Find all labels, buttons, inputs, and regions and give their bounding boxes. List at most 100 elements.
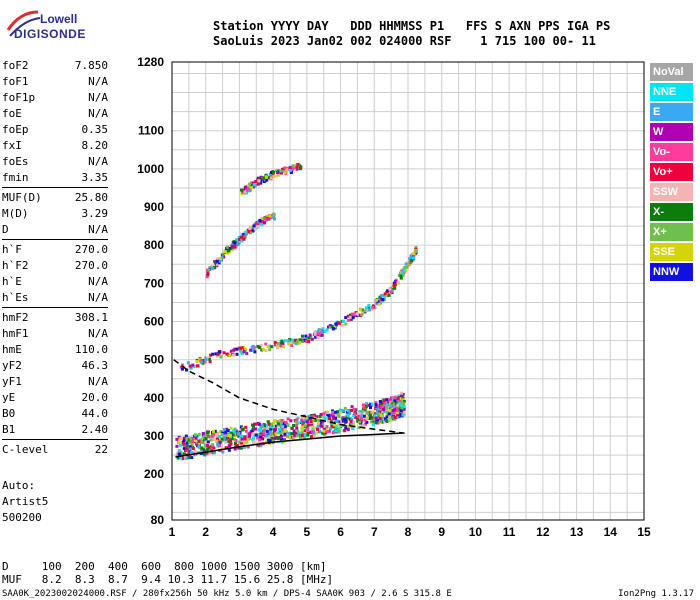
muf-table: D 100 200 400 600 800 1000 1500 3000 [km… <box>2 560 333 586</box>
echo-point <box>295 426 299 430</box>
echo-point <box>229 435 233 439</box>
echo-point <box>242 445 246 449</box>
echo-point <box>177 449 181 453</box>
echo-point <box>284 420 288 424</box>
echo-point <box>336 410 340 414</box>
echo-point <box>392 411 396 415</box>
legend-item-e: E <box>650 103 693 121</box>
echo-point <box>200 440 204 444</box>
echo-point <box>252 181 256 185</box>
echo-point <box>328 324 332 328</box>
param-separator <box>2 187 108 188</box>
echo-point <box>341 319 345 323</box>
echo-point <box>396 397 400 401</box>
y-tick-label: 200 <box>144 467 164 481</box>
echo-point <box>301 340 305 344</box>
echo-point <box>218 443 222 447</box>
echo-point <box>394 279 398 283</box>
echo-point <box>233 447 237 451</box>
x-tick-label: 10 <box>469 525 483 539</box>
echo-point <box>387 412 391 416</box>
echo-point <box>323 411 327 415</box>
echo-point <box>296 421 300 425</box>
echo-point <box>386 289 390 293</box>
echo-point <box>326 430 330 434</box>
echo-point <box>344 426 348 430</box>
echo-point <box>217 350 221 354</box>
echo-point <box>386 401 390 405</box>
param-value: 8.20 <box>81 139 109 152</box>
echo-point <box>194 364 198 368</box>
echo-point <box>300 428 304 432</box>
echo-point <box>271 439 275 443</box>
echo-point <box>292 424 296 428</box>
echo-point <box>305 416 309 420</box>
echo-point <box>377 302 381 306</box>
echo-point <box>235 347 239 351</box>
echo-point <box>211 429 215 433</box>
echo-point <box>377 412 381 416</box>
echo-point <box>345 415 349 419</box>
echo-point <box>269 176 273 180</box>
echo-point <box>393 286 397 290</box>
echo-point <box>199 450 203 454</box>
echo-point <box>201 361 205 365</box>
echo-point <box>224 430 228 434</box>
echo-point <box>317 421 321 425</box>
echo-point <box>393 399 397 403</box>
echo-point <box>185 368 189 372</box>
echo-point <box>269 425 273 429</box>
echo-point <box>382 398 386 402</box>
auto-artist: Artist5 <box>2 495 49 508</box>
echo-point <box>214 352 218 356</box>
x-tick-label: 7 <box>371 525 378 539</box>
echo-point <box>243 190 247 194</box>
echo-point <box>312 413 316 417</box>
echo-point <box>179 456 183 460</box>
echo-point <box>402 268 406 272</box>
echo-point <box>378 410 382 414</box>
echo-point <box>298 341 302 345</box>
echo-point <box>296 162 300 166</box>
echo-point <box>176 456 180 460</box>
scaled-parameters-table: foF2 7.850 foF1 N/A foF1p N/A foE N/A foEp 0.35 fx… <box>2 58 108 458</box>
echo-point <box>381 298 385 302</box>
echo-point <box>399 409 403 413</box>
echo-point <box>256 436 260 440</box>
echo-point <box>242 232 246 236</box>
echo-point <box>316 424 320 428</box>
echo-point <box>212 438 216 442</box>
param-name: fxI <box>2 139 22 152</box>
echo-point <box>380 293 384 297</box>
param-row: h`F2 270.0 <box>2 258 108 274</box>
echo-point <box>233 241 237 245</box>
echo-point <box>364 405 368 409</box>
echo-point <box>244 185 248 189</box>
echo-point <box>368 406 372 410</box>
echo-point <box>219 430 223 434</box>
echo-point <box>349 419 353 423</box>
echo-point <box>246 228 250 232</box>
echo-point <box>323 431 327 435</box>
echo-point <box>371 410 375 414</box>
echo-point <box>265 214 269 218</box>
echo-point <box>188 441 192 445</box>
echo-point <box>331 327 335 331</box>
echo-point <box>209 447 213 451</box>
echo-point <box>350 405 354 409</box>
echo-point <box>212 265 216 269</box>
echo-point <box>319 413 323 417</box>
echo-point <box>253 227 257 231</box>
echo-point <box>272 174 276 178</box>
echo-point <box>211 352 215 356</box>
param-name: D <box>2 223 9 236</box>
param-name: yE <box>2 391 16 404</box>
echo-point <box>276 171 280 175</box>
echo-point <box>337 426 341 430</box>
x-tick-label: 6 <box>337 525 344 539</box>
echo-point <box>392 283 396 287</box>
echo-point <box>234 429 238 433</box>
echo-point <box>318 332 322 336</box>
echo-point <box>370 307 374 311</box>
echo-point <box>395 409 399 413</box>
